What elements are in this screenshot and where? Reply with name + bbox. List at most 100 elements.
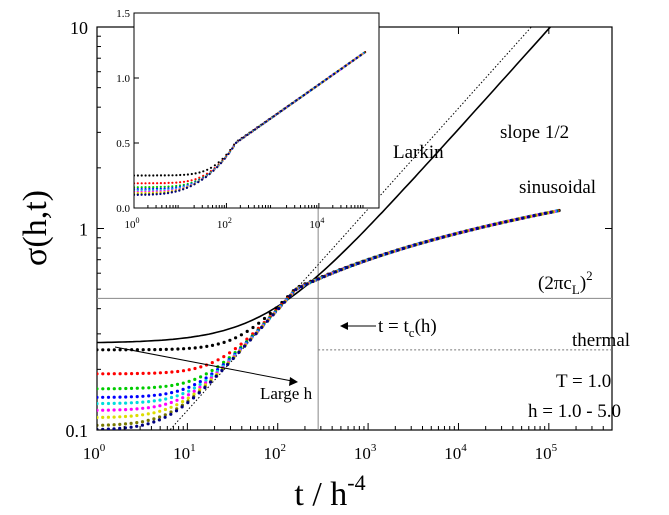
inset-data-point xyxy=(206,168,209,171)
data-point xyxy=(169,400,173,405)
data-point xyxy=(328,272,332,276)
data-point xyxy=(135,407,139,411)
inset-data-point xyxy=(302,94,306,97)
data-point xyxy=(277,307,281,311)
inset-data-point xyxy=(295,99,298,102)
inset-data-point xyxy=(167,181,170,184)
data-point xyxy=(282,300,286,304)
data-point xyxy=(204,372,208,376)
data-point xyxy=(390,250,394,254)
inset-y-tick-label: 0.0 xyxy=(116,203,130,215)
inset-x-tick-label: 104 xyxy=(309,216,324,231)
data-point xyxy=(124,395,128,399)
series-1 xyxy=(97,208,561,352)
data-point xyxy=(158,415,162,419)
inset-data-point xyxy=(190,172,193,176)
inset-data-point xyxy=(310,88,313,91)
data-point xyxy=(299,285,303,289)
inset-data-point xyxy=(148,193,151,196)
y-tick-label: 1 xyxy=(79,220,88,240)
data-point xyxy=(112,408,116,412)
series-9 xyxy=(97,210,553,430)
data-point xyxy=(214,374,218,378)
data-point xyxy=(504,220,508,224)
data-point xyxy=(146,422,150,426)
data-point xyxy=(481,225,485,229)
data-point xyxy=(192,386,196,390)
data-point xyxy=(170,370,174,374)
inset-data-point xyxy=(299,96,302,99)
inset-data-point xyxy=(202,174,205,177)
h-range-label: h = 1.0 - 5.0 xyxy=(528,401,621,422)
data-point xyxy=(521,216,525,220)
data-point xyxy=(198,385,202,389)
data-point xyxy=(106,423,110,427)
data-point xyxy=(169,395,174,400)
data-point xyxy=(141,400,145,404)
data-point xyxy=(124,401,128,405)
data-point xyxy=(245,329,249,333)
data-point xyxy=(97,348,99,352)
data-point xyxy=(141,348,145,352)
data-point xyxy=(141,394,145,398)
inset-data-point xyxy=(272,115,275,118)
inset-data-point xyxy=(159,182,162,185)
data-point xyxy=(441,235,445,239)
data-point xyxy=(322,275,326,279)
data-point xyxy=(187,346,191,350)
data-point xyxy=(199,345,203,349)
x-axis-label: t / h-4 xyxy=(294,470,365,513)
inset-data-point xyxy=(257,125,260,129)
inset-data-point xyxy=(136,174,139,177)
inset-data-point xyxy=(250,131,253,134)
data-point xyxy=(305,282,309,286)
data-point xyxy=(234,336,238,340)
data-point xyxy=(106,427,110,430)
data-point xyxy=(210,361,214,365)
data-point xyxy=(447,233,451,238)
large-h-label: Large h xyxy=(260,384,313,403)
data-point xyxy=(271,313,275,317)
y-tick-label: 10 xyxy=(70,18,88,38)
data-point xyxy=(106,372,111,376)
inset-data-point xyxy=(208,173,211,176)
inset-data-point xyxy=(152,186,155,189)
data-point xyxy=(260,325,264,330)
data-point xyxy=(186,396,190,400)
inset-data-point xyxy=(159,192,162,196)
data-point xyxy=(101,372,105,376)
inset-data-point xyxy=(148,182,151,185)
level-label-sup: 2 xyxy=(586,268,593,283)
data-point xyxy=(158,404,162,408)
data-point xyxy=(181,381,185,385)
data-point xyxy=(169,405,173,409)
data-point xyxy=(226,362,230,367)
data-point xyxy=(147,371,151,375)
data-point xyxy=(169,412,173,416)
inset-data-point xyxy=(291,102,294,105)
data-point xyxy=(453,232,457,236)
inset-data-point xyxy=(148,186,151,189)
data-point xyxy=(464,229,468,233)
data-point xyxy=(123,422,128,426)
data-point xyxy=(112,372,116,376)
inset-data-point xyxy=(198,171,201,174)
data-point xyxy=(135,348,139,352)
data-point xyxy=(101,427,105,430)
data-point xyxy=(118,422,122,426)
data-point xyxy=(498,221,502,225)
larkin-curve xyxy=(97,27,552,344)
data-point xyxy=(339,268,343,272)
inset-data-point xyxy=(336,70,339,73)
inset-data-point xyxy=(163,182,166,185)
inset-data-point xyxy=(156,182,159,185)
inset-data-point xyxy=(179,173,182,177)
inset-data-point xyxy=(193,183,196,186)
data-point xyxy=(135,386,139,390)
data-point xyxy=(140,420,145,424)
data-point xyxy=(186,401,190,405)
tc-label-main: t = t xyxy=(378,316,409,337)
data-point xyxy=(265,319,269,323)
larkin-label: Larkin xyxy=(393,142,444,163)
